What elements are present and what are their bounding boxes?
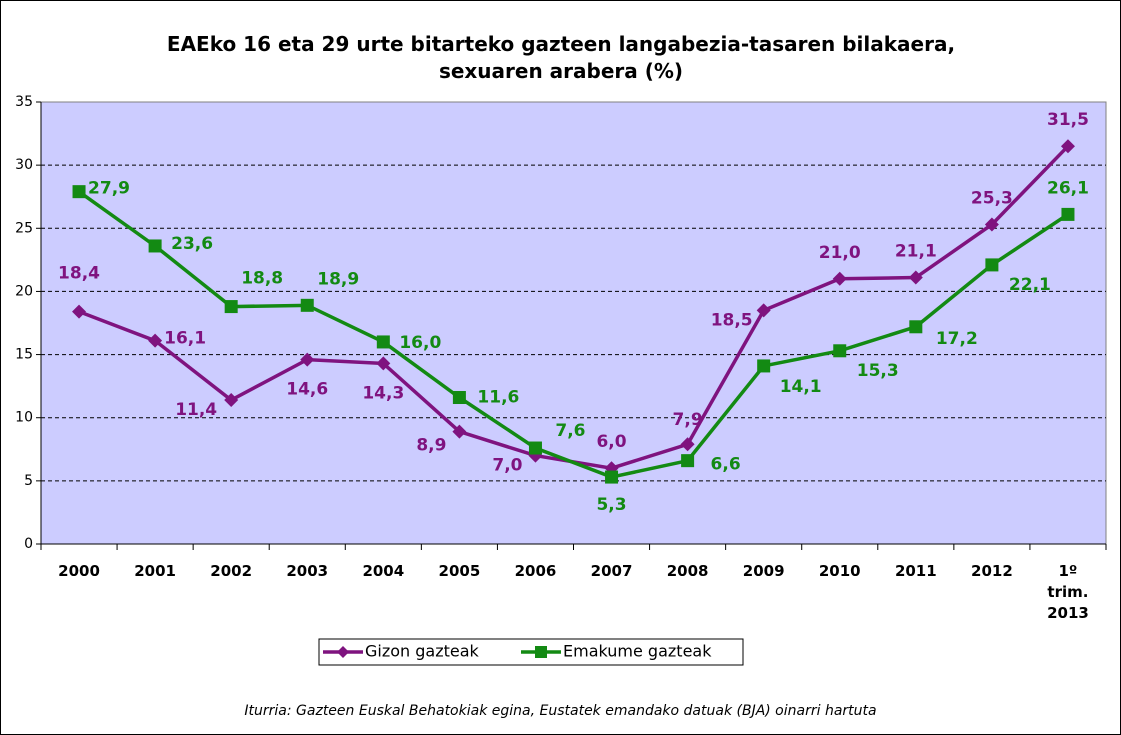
x-tick-label: 2002 — [210, 562, 253, 580]
data-label: 7,6 — [555, 421, 585, 441]
chart-title: EAEko 16 eta 29 urte bitarteko gazteen l… — [166, 32, 956, 83]
data-label: 7,9 — [673, 410, 703, 430]
data-label: 7,0 — [492, 456, 522, 476]
legend-label: Emakume gazteak — [563, 642, 712, 661]
x-tick-label: 2006 — [514, 562, 557, 580]
x-tick-label: 2001 — [134, 562, 176, 580]
data-label: 21,0 — [819, 243, 861, 263]
x-tick-label: 2004 — [362, 562, 405, 580]
legend-marker — [535, 646, 547, 658]
x-tick-label: 2011 — [894, 562, 937, 580]
data-label: 6,6 — [711, 455, 741, 475]
y-tick-label: 35 — [15, 94, 33, 110]
data-label: 18,4 — [58, 264, 100, 284]
data-label: 16,1 — [164, 329, 206, 349]
data-point — [224, 300, 238, 314]
data-label: 16,0 — [399, 333, 441, 353]
data-label: 17,2 — [936, 329, 978, 349]
legend-label: Gizon gazteak — [365, 642, 480, 661]
data-label: 25,3 — [971, 188, 1013, 208]
data-label: 14,6 — [286, 380, 328, 400]
data-label: 18,8 — [241, 269, 283, 289]
data-point — [148, 333, 163, 348]
data-point — [681, 454, 695, 468]
data-point — [72, 304, 87, 319]
data-point — [985, 258, 999, 272]
data-point — [376, 356, 391, 371]
data-point — [984, 217, 999, 232]
source-note: Iturria: Gazteen Euskal Behatokiak egina… — [244, 703, 877, 719]
legend-marker — [337, 646, 349, 658]
data-point — [1061, 207, 1075, 221]
data-label: 6,0 — [596, 432, 626, 452]
data-point — [908, 270, 923, 285]
data-label: 14,1 — [780, 377, 822, 397]
data-point — [452, 424, 467, 439]
data-point — [680, 437, 695, 452]
data-point — [452, 391, 466, 405]
x-tick-label: 2003 — [286, 562, 329, 580]
data-label: 11,4 — [175, 400, 217, 420]
data-label: 11,6 — [477, 388, 519, 408]
data-point — [376, 335, 390, 349]
data-point — [833, 344, 847, 358]
data-label: 23,6 — [171, 234, 213, 254]
data-label: 5,3 — [596, 495, 626, 515]
plot-area — [40, 101, 1107, 545]
x-tick-label: 2005 — [438, 562, 481, 580]
x-tick-label: 2009 — [742, 562, 785, 580]
x-tick-label: 2010 — [818, 562, 861, 580]
x-tick-label: 2000 — [58, 562, 100, 580]
x-tick-label: 1º trim. 2013 — [1047, 562, 1089, 622]
y-tick-label: 10 — [15, 410, 33, 426]
data-point — [300, 352, 315, 367]
data-point — [909, 320, 923, 334]
data-point — [832, 271, 847, 286]
data-point — [224, 393, 239, 408]
data-point — [72, 185, 86, 199]
data-point — [300, 298, 314, 312]
x-tick-label: 2012 — [971, 562, 1013, 580]
data-label: 15,3 — [857, 361, 899, 381]
data-label: 31,5 — [1047, 110, 1089, 130]
data-label: 8,9 — [416, 436, 446, 456]
data-point — [1060, 139, 1075, 154]
y-tick-label: 30 — [15, 157, 33, 173]
data-label: 18,9 — [317, 269, 359, 289]
y-tick-label: 25 — [15, 220, 33, 236]
data-point — [148, 239, 162, 253]
data-label: 26,1 — [1047, 178, 1089, 198]
data-point — [605, 470, 619, 484]
data-point — [528, 441, 542, 455]
y-tick-label: 0 — [24, 536, 33, 552]
data-label: 22,1 — [1009, 275, 1051, 295]
y-tick-label: 15 — [15, 347, 33, 363]
y-tick-label: 5 — [24, 473, 33, 489]
x-tick-label: 2007 — [590, 562, 633, 580]
y-tick-label: 20 — [15, 283, 33, 299]
x-tick-label: 2008 — [666, 562, 709, 580]
series-line — [78, 190, 1069, 479]
data-label: 21,1 — [895, 242, 937, 262]
data-point — [756, 303, 771, 318]
data-point — [757, 359, 771, 373]
data-label: 27,9 — [88, 179, 130, 199]
data-label: 14,3 — [362, 383, 404, 403]
data-label: 18,5 — [711, 310, 753, 330]
